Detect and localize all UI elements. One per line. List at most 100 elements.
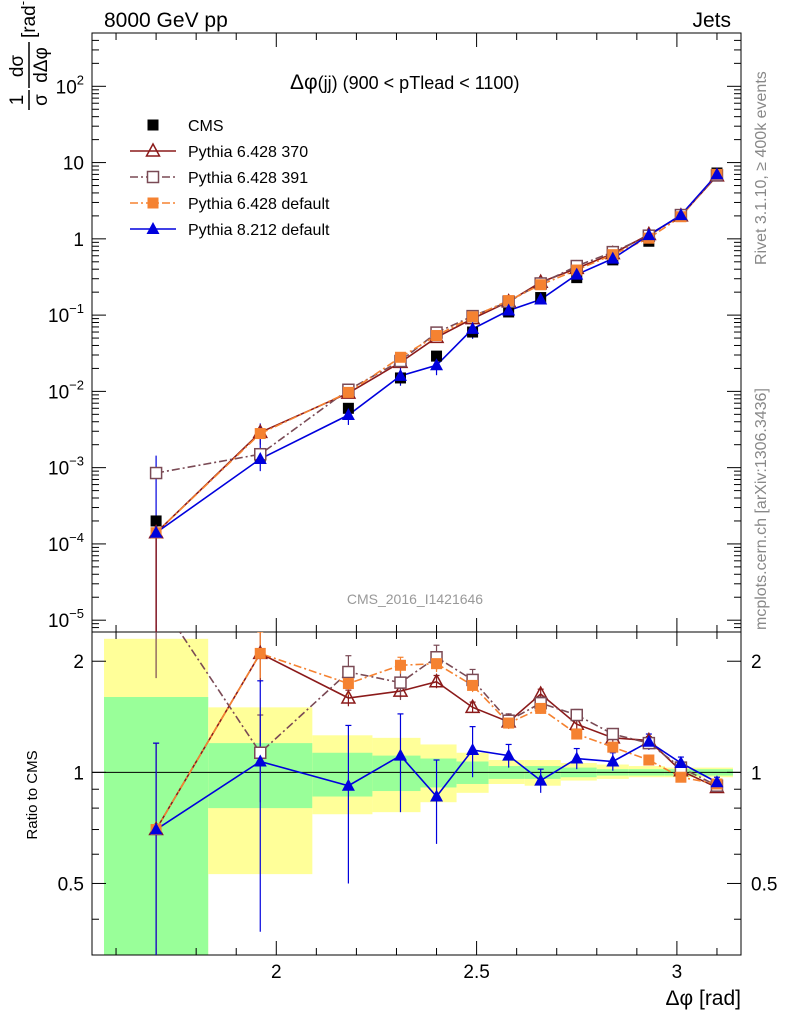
ratio-point-3-5 (466, 742, 480, 755)
ratio-point-2-5 (467, 679, 479, 691)
data-point-0-4 (431, 350, 443, 362)
axis-tick-labels: 2 2.5 3 10−5 10−4 10−3 10−2 10−1 1 10 102 0.5 0.5 1 1 2… (48, 72, 777, 983)
ratio-y-axis-label: Ratio to CMS (24, 750, 41, 839)
data-point-4-5 (466, 321, 480, 334)
data-point-3-4 (431, 330, 443, 342)
axis-ticks (92, 32, 741, 955)
ratio-point-2-1 (254, 647, 266, 659)
title-variable: Δφ (290, 71, 318, 94)
ratio-point-2-6 (503, 717, 515, 729)
legend-marker-4 (146, 222, 160, 234)
band-green-2 (312, 752, 373, 797)
legend-label-1: Pythia 6.428 370 (188, 144, 308, 161)
data-point-3-1 (254, 428, 266, 440)
data-point-3-6 (503, 295, 515, 307)
y-tick-label: 10 (63, 154, 84, 175)
ratio-point-1-3 (394, 676, 407, 689)
data-point-4-11 (674, 208, 688, 221)
ratio-point-1-9 (606, 727, 620, 741)
ratio-plot-marks (148, 632, 725, 955)
main-plot-marks (148, 167, 725, 632)
data-point-4-7 (534, 292, 548, 305)
band-green-3 (372, 755, 421, 792)
ratio-point-3-6 (502, 748, 516, 761)
main-y-axis-label: 1 σ dσ dΔφ [rad-1] (7, 0, 52, 110)
data-point-3-3 (394, 351, 406, 363)
ratio-point-1-2 (342, 665, 355, 679)
ratio-y-tick-label: 2 (73, 652, 84, 673)
legend-marker-3 (147, 197, 159, 209)
series-line-2 (155, 174, 718, 474)
y-tick-label: 10−1 (48, 301, 84, 327)
legend-label-4: Pythia 8.212 default (188, 222, 330, 239)
x-tick-label: 3 (672, 962, 683, 983)
ylabel-num1: 1 (7, 95, 28, 106)
ratio-point-2-2 (342, 678, 354, 690)
ratio-y-tick-label-right: 0.5 (751, 874, 777, 895)
data-point-3-2 (342, 386, 354, 398)
data-point-4-6 (502, 303, 516, 316)
legend-label-0: CMS (188, 118, 224, 135)
legend-marker-0 (147, 119, 159, 131)
x-axis-label: Δφ [rad] (666, 987, 742, 1010)
ratio-point-3-3 (393, 748, 407, 761)
data-point-4-10 (642, 228, 656, 241)
ratio-plot-frame (91, 631, 742, 956)
ratio-point-3-2 (341, 778, 355, 791)
ratio-point-3-11 (674, 756, 688, 769)
ratio-point-3-0 (149, 822, 163, 835)
y-tick-label: 10−2 (48, 377, 84, 403)
ratio-point-2-9 (607, 741, 619, 753)
title-text: (jj) (900 < pTlead < 1100) (318, 73, 520, 93)
side-label-mcplots: mcplots.cern.ch [arXiv:1306.3436] (753, 388, 770, 630)
main-plot-title: Δφ(jj) (900 < pTlead < 1100) (290, 71, 519, 94)
data-point-4-0 (149, 525, 163, 538)
header-energy-label: 8000 GeV pp (104, 9, 228, 32)
data-point-4-8 (570, 267, 584, 280)
ratio-y-tick-label-right: 1 (751, 763, 762, 784)
data-point-4-12 (710, 167, 724, 180)
y-tick-label: 10−4 (48, 530, 84, 556)
ylabel-num2: dσ (7, 55, 28, 78)
legend-marker-2 (146, 170, 160, 184)
y-tick-label: 10−5 (48, 606, 84, 632)
data-point-2-0 (149, 466, 163, 480)
y-tick-label: 1 (73, 230, 84, 251)
ratio-point-0-3 (392, 682, 409, 697)
ratio-point-2-11 (675, 771, 687, 783)
ratio-y-tick-label-right: 2 (751, 652, 762, 673)
ratio-point-2-4 (431, 658, 443, 670)
data-point-3-7 (535, 279, 547, 291)
x-tick-label: 2.5 (463, 962, 489, 983)
ratio-point-3-9 (606, 754, 620, 767)
legend-label-3: Pythia 6.428 default (188, 196, 330, 213)
band-green-4 (420, 758, 457, 788)
main-series-group (148, 167, 725, 632)
data-point-4-9 (606, 251, 620, 264)
ratio-point-3-12 (710, 775, 724, 788)
header-observable-label: Jets (692, 9, 731, 32)
ratio-point-3-8 (570, 751, 584, 764)
ylabel-den1: σ (31, 94, 52, 106)
legend: CMS Pythia 6.428 370 Pythia 6.428 391 Pythi… (130, 118, 330, 239)
ratio-point-2-8 (571, 728, 583, 740)
ratio-point-3-1 (253, 754, 267, 767)
data-point-0-0 (150, 515, 162, 527)
y-tick-label: 10−3 (48, 454, 84, 480)
ratio-point-0-5 (464, 698, 481, 714)
ratio-point-1-8 (570, 708, 583, 722)
ratio-point-0-2 (340, 689, 357, 704)
x-tick-label: 2 (271, 962, 282, 983)
ratio-point-2-7 (535, 702, 547, 714)
ratio-point-3-10 (642, 734, 656, 747)
legend-label-2: Pythia 6.428 391 (188, 170, 308, 187)
ratio-y-tick-label: 1 (73, 763, 84, 784)
ratio-y-tick-label: 0.5 (58, 874, 84, 895)
ratio-point-2-10 (643, 754, 655, 766)
data-point-3-5 (467, 311, 479, 323)
watermark: CMS_2016_I1421646 (347, 591, 483, 607)
legend-marker-1 (145, 142, 161, 157)
ratio-point-3-4 (430, 789, 444, 802)
data-point-4-3 (393, 368, 407, 381)
